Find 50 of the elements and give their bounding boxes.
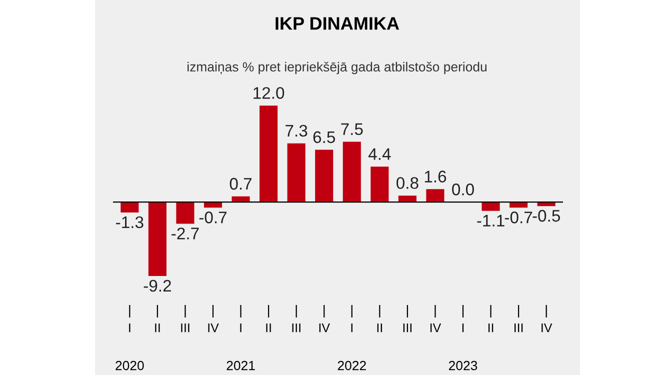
data-label: -9.2 (144, 280, 171, 292)
x-tick-label: III (292, 324, 300, 332)
text: 2023 (448, 360, 478, 370)
bar (176, 202, 194, 224)
bar (148, 202, 166, 276)
x-tick-label: I (351, 324, 352, 332)
bar (120, 202, 139, 213)
data-label: 1.6 (424, 170, 446, 182)
text: 2021 (226, 360, 255, 370)
x-tick-label: IV (208, 324, 219, 332)
data-label: 7.3 (286, 124, 308, 137)
data-label: -1.3 (116, 216, 144, 228)
bar (260, 106, 278, 202)
text: 2020 (116, 360, 144, 370)
data-label: -2.7 (172, 228, 199, 240)
bar (315, 150, 334, 202)
x-tick-label: II (377, 324, 382, 332)
data-label: -0.7 (504, 212, 532, 224)
data-label: 7.5 (341, 123, 363, 136)
x-tick-label: II (266, 324, 271, 332)
data-label: 0.7 (230, 178, 252, 190)
bar (370, 166, 389, 202)
bar (482, 202, 500, 211)
bar (232, 196, 250, 202)
x-tick-label: I (129, 324, 130, 332)
x-tick-label: III (403, 324, 412, 332)
data-label: -0.7 (199, 212, 227, 224)
x-tick-label: IV (542, 324, 552, 332)
x-tick-label: III (181, 324, 190, 332)
data-label: -0.5 (532, 210, 560, 222)
x-tick-label: IV (319, 324, 330, 332)
chart-title: IKP DINAMIKA (276, 17, 400, 30)
bar (342, 142, 361, 202)
data-label: 0.8 (396, 177, 418, 189)
x-tick-label: I (240, 324, 242, 332)
x-tick-label: II (488, 324, 494, 332)
text: 2022 (338, 360, 366, 370)
data-label: 4.4 (368, 148, 391, 160)
data-label: 0.0 (452, 184, 474, 196)
x-tick-label: I (462, 324, 464, 332)
bar (398, 196, 416, 202)
bar (426, 189, 444, 202)
chart-subtitle: izmaiņas % pret iepriekšējā gada atbilstošo periodu (188, 62, 486, 74)
x-tick-label: IV (430, 324, 442, 332)
x-tick-label: III (514, 324, 523, 332)
data-label: -1.1 (477, 214, 504, 226)
data-label: 12.0 (254, 87, 284, 99)
data-label: 6.5 (313, 131, 335, 144)
bar (287, 143, 306, 202)
x-tick-label: II (155, 324, 160, 332)
